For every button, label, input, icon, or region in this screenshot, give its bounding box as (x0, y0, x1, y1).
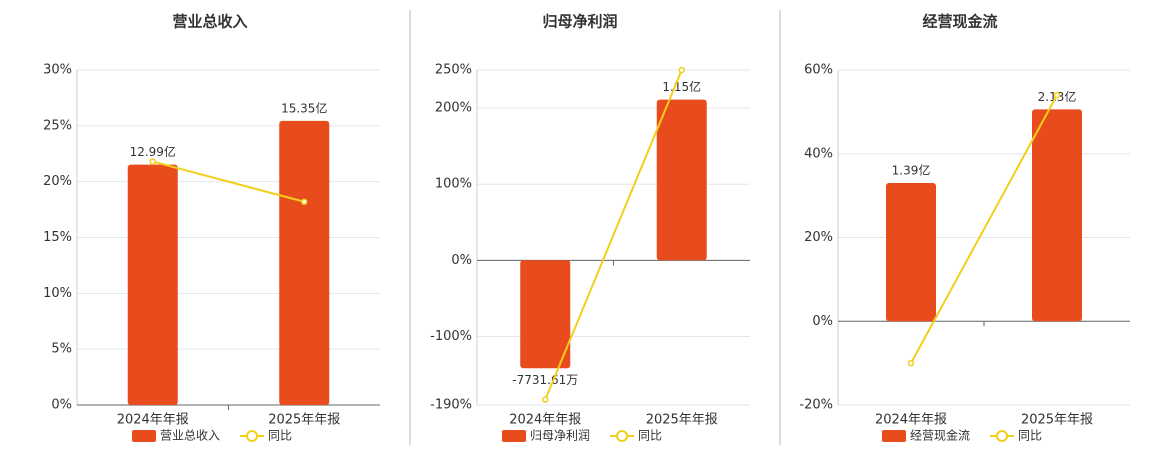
x-tick-label: 2024年年报 (509, 413, 581, 428)
y-tick-label: 25% (43, 118, 72, 133)
y-tick-label: 60% (804, 63, 833, 78)
bar (1032, 109, 1082, 322)
y-tick-label: -190% (430, 398, 472, 413)
legend-label: 营业总收入 (160, 429, 220, 443)
line-point (907, 359, 915, 367)
value-label: 15.35亿 (281, 100, 327, 115)
y-tick-label: 200% (435, 101, 472, 116)
legend-swatch (616, 430, 629, 442)
legend-label: 归母净利润 (530, 429, 590, 443)
bar (279, 120, 330, 405)
legend-swatch (246, 430, 259, 442)
y-tick-label: 100% (435, 177, 472, 192)
chart-title: 营业总收入 (172, 13, 247, 31)
bar (520, 260, 571, 369)
y-tick-label: 30% (43, 63, 72, 78)
y-tick-label: -20% (799, 398, 833, 413)
x-tick-label: 2025年年报 (268, 413, 340, 428)
line (544, 69, 683, 401)
value-label: 1.15亿 (662, 79, 701, 94)
y-tick-label: 20% (43, 174, 72, 189)
value-label: 1.39亿 (892, 162, 931, 177)
line-point (542, 396, 549, 403)
legend-swatch (132, 430, 156, 442)
line-point (1053, 91, 1061, 99)
x-tick-label: 2024年年报 (875, 413, 947, 428)
legend-swatch (502, 430, 526, 442)
y-tick-label: 250% (435, 63, 472, 78)
y-tick-label: 20% (804, 230, 833, 245)
x-tick-label: 2025年年报 (1021, 413, 1093, 428)
line (910, 94, 1058, 364)
chart-title: 归母净利润 (542, 13, 617, 31)
bar (127, 164, 178, 405)
x-tick-label: 2024年年报 (117, 413, 189, 428)
y-tick-label: 0% (451, 253, 472, 268)
value-label: -7731.61万 (512, 373, 578, 387)
legend-label: 同比 (638, 429, 662, 443)
line-point (149, 158, 156, 165)
line-point (678, 66, 685, 74)
value-label: 12.99亿 (130, 144, 176, 159)
y-tick-label: 40% (804, 146, 833, 161)
legend-label: 经营现金流 (910, 428, 970, 443)
legend-swatch (996, 430, 1009, 442)
bar (886, 182, 936, 322)
y-tick-label: 0% (51, 398, 72, 413)
chart-title: 经营现金流 (922, 13, 997, 31)
y-tick-label: -100% (430, 329, 472, 344)
y-tick-label: 5% (51, 342, 72, 357)
x-tick-label: 2025年年报 (646, 413, 718, 428)
legend-label: 同比 (268, 429, 292, 443)
y-tick-label: 0% (812, 314, 833, 329)
y-tick-label: 15% (43, 230, 72, 245)
line-point (301, 198, 308, 206)
legend-label: 同比 (1018, 429, 1042, 443)
line (152, 160, 305, 203)
y-tick-label: 10% (43, 286, 72, 301)
bar (656, 99, 707, 261)
legend-swatch (882, 430, 906, 442)
